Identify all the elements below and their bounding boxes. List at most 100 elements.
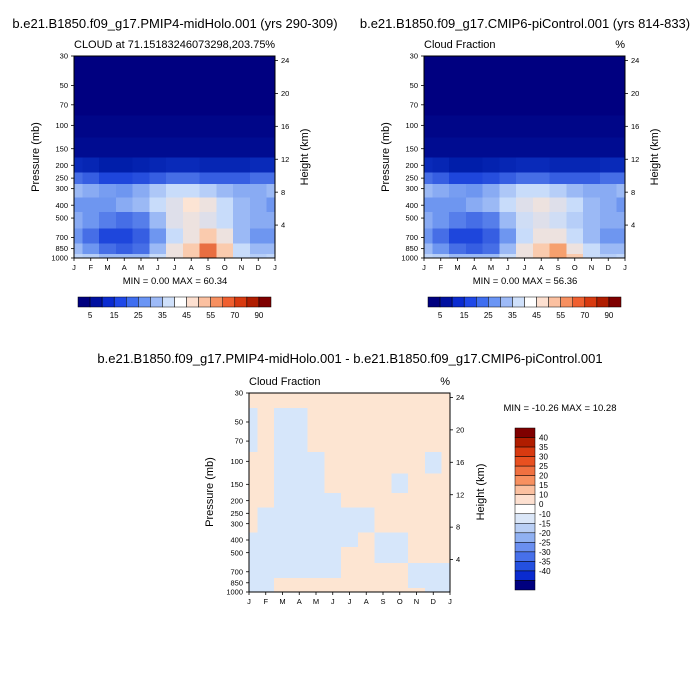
heatmap-cell <box>307 518 325 533</box>
heatmap-cell <box>616 211 626 229</box>
heatmap-cell <box>583 227 601 244</box>
pressure-tick-label: 200 <box>55 161 68 170</box>
heatmap-cell <box>499 95 517 116</box>
heatmap-cell <box>616 115 626 138</box>
heatmap-cell <box>374 587 392 593</box>
heatmap-cell <box>499 183 517 198</box>
heatmap-cell <box>374 531 392 547</box>
heatmap-cell <box>166 95 184 116</box>
height-tick-label: 8 <box>456 523 460 532</box>
colorbar-swatch <box>514 551 536 562</box>
x-tick-label: M <box>138 263 144 272</box>
pressure-tick-label: 500 <box>230 548 243 557</box>
heatmap-cell <box>249 95 268 116</box>
heatmap-cell <box>566 157 584 173</box>
heatmap-cell <box>482 157 500 173</box>
panel-2-colorbar: 5 15 25 35 45 55 70 90 <box>427 296 622 320</box>
heatmap-cell <box>549 70 567 96</box>
heatmap-cell <box>599 56 618 72</box>
heatmap-cell <box>233 137 251 158</box>
colorbar-label: 70 <box>230 311 239 320</box>
heatmap-cell <box>357 518 376 533</box>
heatmap-cell <box>74 95 83 116</box>
heatmap-cell <box>449 253 467 259</box>
height-tick-label: 24 <box>281 56 289 65</box>
heatmap-cell <box>233 211 251 229</box>
heatmap-cell <box>357 506 376 520</box>
heatmap-cell <box>616 196 626 213</box>
x-tick-label: N <box>239 263 244 272</box>
x-tick-label: J <box>72 263 76 272</box>
heatmap-cell <box>583 157 601 173</box>
colorbar-label: 90 <box>604 311 613 320</box>
heatmap-cell <box>257 431 275 452</box>
heatmap-cell <box>532 95 551 116</box>
heatmap-cell <box>290 451 309 474</box>
colorbar-label: 10 <box>539 491 548 500</box>
heatmap-cell <box>274 587 292 593</box>
heatmap-cell <box>516 196 534 213</box>
heatmap-cell <box>249 171 268 184</box>
heatmap-cell <box>616 157 626 173</box>
heatmap-cell <box>583 171 601 184</box>
heatmap-cell <box>324 518 342 533</box>
heatmap-cell <box>391 472 409 494</box>
heatmap-cell <box>182 227 201 244</box>
panel-2-heatmap <box>424 56 626 259</box>
colorbar-label: 35 <box>158 311 167 320</box>
heatmap-cell <box>341 506 359 520</box>
heatmap-cell <box>132 56 150 72</box>
heatmap-cell <box>441 546 451 563</box>
height-tick-label: 20 <box>631 89 639 98</box>
heatmap-cell <box>274 492 292 508</box>
x-tick-label: J <box>173 263 177 272</box>
panel-1-left-label: CLOUD at 71.15183246073298,203.75 <box>74 39 265 51</box>
panel-3-y2label: Height (km) <box>475 464 487 521</box>
colorbar-label: 15 <box>110 311 119 320</box>
pressure-tick-label: 1000 <box>401 254 418 263</box>
heatmap-cell <box>115 211 134 229</box>
heatmap-cell <box>424 243 433 254</box>
heatmap-cell <box>216 183 234 198</box>
colorbar-swatch <box>514 446 536 457</box>
heatmap-cell <box>549 115 567 138</box>
heatmap-cell <box>424 115 433 138</box>
colorbar-label: 45 <box>182 311 191 320</box>
panel-1-ylabel: Pressure (mb) <box>30 122 42 192</box>
heatmap-cell <box>441 393 451 409</box>
heatmap-cell <box>441 531 451 547</box>
heatmap-cell <box>324 506 342 520</box>
heatmap-cell <box>424 196 433 213</box>
colorbar-swatch <box>514 570 536 581</box>
heatmap-cell <box>166 196 184 213</box>
heatmap-cell <box>99 227 117 244</box>
heatmap-cell <box>115 56 134 72</box>
heatmap-cell <box>74 70 83 96</box>
heatmap-cell <box>82 183 100 198</box>
heatmap-cell <box>249 70 268 96</box>
colorbar-label: 5 <box>88 311 93 320</box>
x-tick-label: S <box>205 263 210 272</box>
heatmap-cell <box>432 70 450 96</box>
heatmap-cell <box>216 196 234 213</box>
colorbar-label: -35 <box>539 557 551 566</box>
heatmap-cell <box>132 196 150 213</box>
heatmap-cell <box>233 157 251 173</box>
heatmap-cell <box>199 171 217 184</box>
heatmap-cell <box>532 183 551 198</box>
heatmap-cell <box>599 171 618 184</box>
x-tick-label: J <box>623 263 627 272</box>
heatmap-cell <box>82 227 100 244</box>
heatmap-cell <box>516 253 534 259</box>
heatmap-cell <box>149 137 167 158</box>
heatmap-cell <box>357 562 376 578</box>
colorbar-swatch <box>113 296 127 308</box>
panel-3-title: b.e21.B1850.f09_g17.PMIP4-midHolo.001 - … <box>97 351 602 366</box>
heatmap-cell <box>132 95 150 116</box>
heatmap-cell <box>249 183 268 198</box>
heatmap-cell <box>566 95 584 116</box>
heatmap-cell <box>216 227 234 244</box>
heatmap-cell <box>257 472 275 494</box>
heatmap-cell <box>432 211 450 229</box>
x-tick-label: J <box>523 263 527 272</box>
